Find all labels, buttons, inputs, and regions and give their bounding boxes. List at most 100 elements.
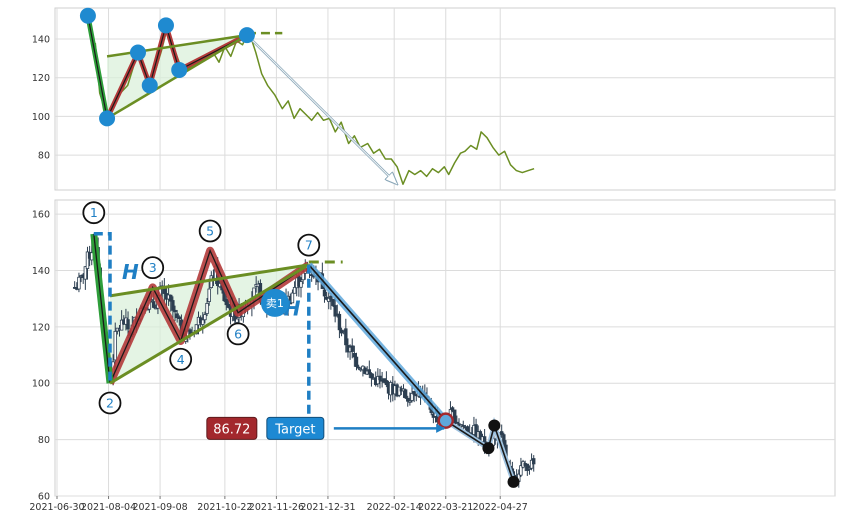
bottom-y-tick-label: 60 bbox=[38, 492, 50, 503]
candle-body bbox=[83, 266, 88, 280]
candle bbox=[290, 289, 295, 304]
top-panel-frame bbox=[54, 7, 836, 191]
wave-label-circle bbox=[141, 256, 165, 280]
candle bbox=[337, 311, 342, 339]
candle-body bbox=[532, 458, 536, 465]
top-leg-core bbox=[87, 15, 108, 119]
top-pivot-dot bbox=[238, 27, 255, 44]
bottom-y-tick-label: 120 bbox=[32, 322, 50, 333]
wave-label-text: 5 bbox=[206, 224, 214, 239]
sell-point-label: 卖1 bbox=[266, 297, 284, 310]
candle-body bbox=[410, 392, 414, 401]
candle-body bbox=[224, 298, 228, 306]
candle-body bbox=[235, 318, 239, 323]
x-tick-label: 2021-12-31 bbox=[300, 502, 355, 513]
candle-body bbox=[333, 305, 337, 317]
wave-label-circle bbox=[169, 347, 193, 371]
candle-body bbox=[461, 425, 465, 427]
candle bbox=[356, 364, 361, 371]
candle bbox=[406, 395, 410, 407]
bottom-y-tick-label: 80 bbox=[38, 435, 50, 446]
candle bbox=[201, 312, 205, 334]
candle-body bbox=[322, 289, 327, 297]
wave-label-2: 2 bbox=[98, 391, 122, 415]
candle-body bbox=[350, 345, 354, 352]
candle bbox=[367, 360, 372, 379]
post-path-dot bbox=[488, 419, 501, 432]
sell-point-marker bbox=[260, 288, 289, 317]
wave-label-circle bbox=[297, 233, 321, 257]
candle-body bbox=[173, 309, 177, 313]
candle-body bbox=[354, 356, 359, 367]
candle-body bbox=[175, 313, 179, 319]
wave-label-circle bbox=[82, 201, 106, 225]
bottom-target-line-core bbox=[308, 264, 447, 422]
candle bbox=[450, 406, 455, 413]
candle-body bbox=[194, 324, 199, 335]
candle-body bbox=[85, 251, 90, 269]
top-pivot-dot bbox=[171, 61, 188, 78]
wave-label-text: 2 bbox=[106, 395, 114, 410]
candle bbox=[119, 310, 124, 331]
candle bbox=[173, 305, 177, 322]
wave-label-text: 7 bbox=[305, 238, 313, 253]
candle-body bbox=[378, 375, 382, 381]
candle bbox=[85, 246, 90, 280]
wave-label-4: 4 bbox=[169, 347, 193, 371]
candle bbox=[171, 296, 175, 319]
candle-body bbox=[367, 369, 372, 375]
candle bbox=[339, 327, 344, 337]
candle bbox=[329, 292, 333, 310]
candle bbox=[299, 277, 303, 298]
candle-body bbox=[119, 319, 124, 331]
top-zigzag-core bbox=[106, 23, 248, 119]
target-value-badge: 86.72 bbox=[206, 416, 258, 440]
candle-body bbox=[384, 380, 389, 386]
wave-label-text: 3 bbox=[149, 260, 157, 275]
candle-body bbox=[290, 292, 295, 304]
candle-body bbox=[151, 301, 156, 308]
post-path-dot bbox=[482, 442, 495, 455]
candle bbox=[403, 388, 408, 399]
wave-label-text: 4 bbox=[177, 352, 185, 367]
candle-body bbox=[201, 319, 205, 325]
candle-body bbox=[352, 353, 357, 358]
candle-body bbox=[527, 467, 532, 470]
candle bbox=[333, 297, 337, 323]
candle-body bbox=[169, 294, 173, 302]
h-label-left: H bbox=[122, 260, 139, 284]
bottom-panel-frame bbox=[54, 199, 836, 497]
candle-body bbox=[207, 288, 211, 302]
post-path-line bbox=[445, 420, 515, 483]
candle bbox=[203, 311, 207, 324]
target-value-text: 86.72 bbox=[213, 422, 250, 437]
candle bbox=[410, 385, 414, 403]
candle bbox=[331, 298, 335, 307]
top-pivot-dot bbox=[79, 7, 96, 24]
candle bbox=[532, 455, 536, 472]
top-pivot-dot bbox=[99, 110, 116, 127]
candle-body bbox=[171, 300, 175, 311]
bottom-lower-line bbox=[109, 263, 310, 385]
top-pivot-dot bbox=[141, 77, 158, 94]
candle-body bbox=[403, 389, 408, 399]
candle-body bbox=[77, 276, 81, 290]
x-tick-label: 2021-09-08 bbox=[132, 502, 187, 513]
wave-label-circle bbox=[98, 391, 122, 415]
candle-body bbox=[162, 288, 167, 294]
top-y-tick-label: 140 bbox=[32, 34, 50, 45]
top-target-arrow-inner bbox=[246, 34, 398, 185]
top-y-tick-label: 80 bbox=[38, 151, 50, 162]
candle-body bbox=[226, 303, 231, 308]
candle-body bbox=[205, 303, 209, 314]
candle bbox=[226, 300, 231, 309]
candle-body bbox=[329, 295, 333, 301]
candle bbox=[455, 415, 459, 424]
x-tick-label: 2022-04-27 bbox=[473, 502, 528, 513]
candle bbox=[369, 372, 374, 387]
target-value-box bbox=[206, 416, 258, 440]
h-bracket-left bbox=[93, 232, 112, 384]
candle bbox=[207, 278, 211, 306]
bottom-y-tick-label: 160 bbox=[32, 210, 50, 221]
